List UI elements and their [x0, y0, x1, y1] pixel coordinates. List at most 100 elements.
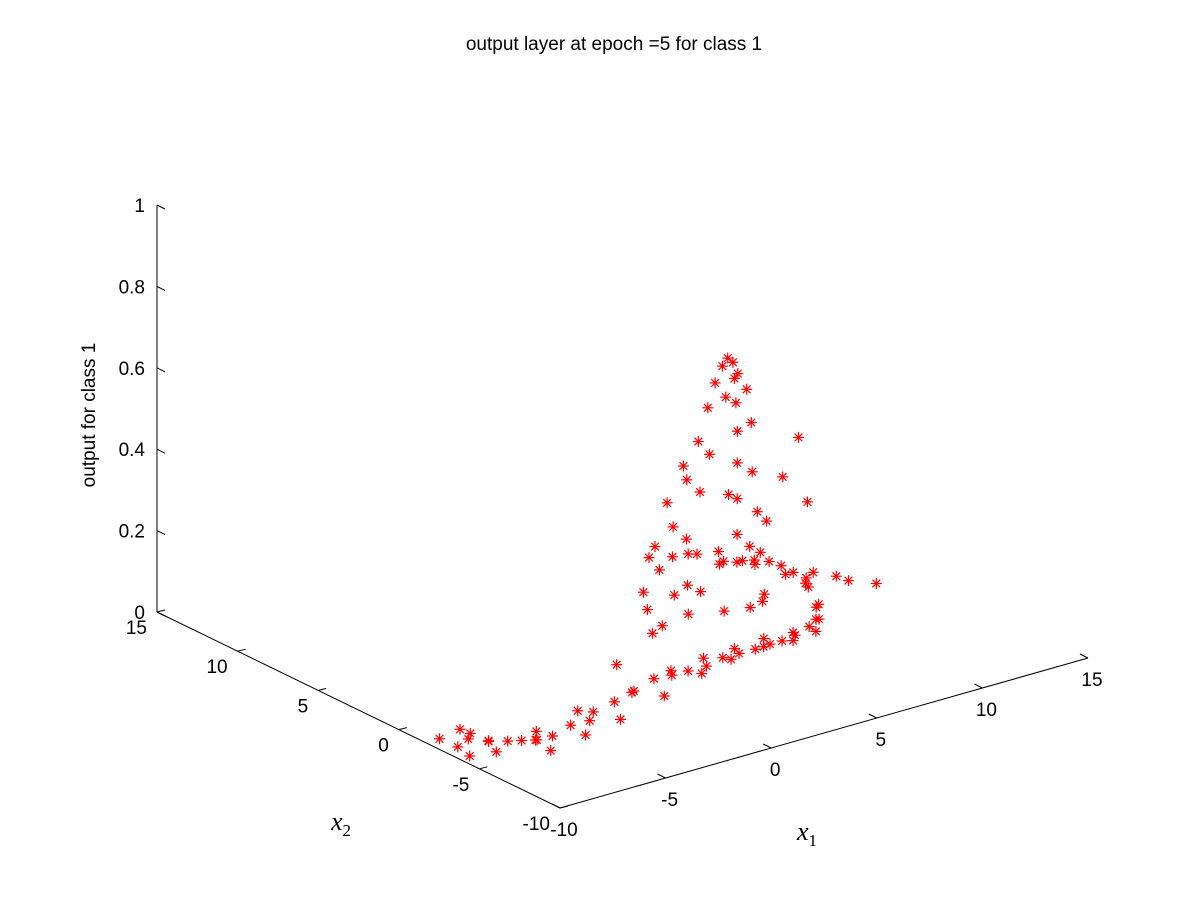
- scatter-point: [728, 373, 740, 384]
- y-axis-label-main: x: [330, 807, 343, 836]
- scatter-point: [695, 586, 707, 598]
- scatter-point: [731, 493, 743, 505]
- scatter-point: [810, 625, 822, 637]
- x-tick-mark: [1079, 653, 1089, 659]
- scatter-point: [434, 733, 445, 745]
- scatter-point: [641, 604, 653, 616]
- scatter-points: [434, 352, 882, 762]
- scatter-point: [681, 474, 693, 486]
- y-tick-mark: [479, 766, 488, 770]
- scatter-point: [653, 564, 665, 576]
- scatter-point: [464, 750, 476, 762]
- x-tick-label: -5: [661, 790, 678, 811]
- z-tick-mark: [156, 367, 166, 373]
- scatter-point: [704, 448, 715, 460]
- scatter-point: [454, 723, 466, 735]
- scatter-point: [732, 368, 744, 380]
- scatter-point: [572, 705, 584, 717]
- scatter-point: [643, 552, 655, 564]
- scatter-point: [677, 460, 689, 472]
- scatter-point: [661, 497, 673, 509]
- scatter-point: [775, 560, 787, 572]
- scatter-point: [754, 546, 766, 558]
- scatter-point: [709, 377, 721, 389]
- x-tick-label: 10: [976, 700, 997, 721]
- axis-tick-labels: 0 0.2 0.4 0.6 0.8 1 -10 -5 0 5 10 15 -10 -5 0 5 10 15: [119, 196, 1103, 841]
- y-tick-label: 5: [298, 696, 309, 717]
- x-axis-line: [559, 657, 1089, 809]
- scatter-point: [698, 652, 709, 664]
- scatter-point: [649, 541, 661, 553]
- scatter-point: [801, 496, 813, 508]
- scatter-point: [626, 686, 638, 698]
- scatter-point: [717, 652, 729, 664]
- scatter-point: [830, 570, 842, 582]
- scatter-point: [777, 471, 789, 483]
- scatter-point: [780, 568, 791, 580]
- scatter-point: [682, 608, 694, 620]
- scatter-point: [757, 595, 768, 607]
- scatter-point: [502, 735, 514, 747]
- scatter-point: [729, 643, 740, 655]
- scatter-point: [490, 746, 502, 758]
- scatter-point: [545, 745, 557, 757]
- scatter-point: [725, 653, 737, 665]
- scatter-point: [741, 383, 753, 395]
- scatter-point: [749, 643, 761, 655]
- scatter-point: [682, 548, 694, 560]
- y-tick-mark: [318, 687, 327, 691]
- z-tick-mark: [156, 611, 166, 617]
- scatter-point: [793, 431, 804, 443]
- scatter-point: [647, 627, 658, 639]
- scatter-point: [701, 660, 712, 672]
- scatter-point: [584, 715, 596, 727]
- x-tick-label: 15: [1081, 670, 1102, 691]
- scatter-point: [565, 719, 577, 731]
- scatter-point: [452, 741, 464, 753]
- scatter-point: [713, 546, 724, 557]
- z-axis-label: output for class 1: [79, 343, 100, 488]
- z-tick-label: 1: [134, 196, 145, 217]
- scatter-point: [744, 540, 756, 552]
- z-tick-label: 0: [134, 603, 145, 624]
- scatter-point: [718, 555, 729, 567]
- scatter-point: [462, 733, 474, 745]
- scatter-point: [665, 665, 677, 677]
- scatter-point: [731, 425, 743, 437]
- scatter-point: [748, 554, 760, 566]
- x-tick-mark: [551, 803, 561, 809]
- scatter-point: [691, 548, 703, 560]
- scatter-point: [720, 391, 732, 403]
- scatter-point: [761, 515, 772, 527]
- z-tick-mark: [156, 204, 166, 210]
- y-tick-label: 0: [378, 736, 389, 757]
- y-tick-mark: [156, 609, 166, 613]
- x-tick-mark: [762, 743, 772, 749]
- x-axis-label-main: x: [796, 817, 809, 846]
- x-tick-mark: [868, 713, 878, 719]
- scatter-point: [516, 735, 528, 746]
- scatter-point: [807, 566, 819, 578]
- scatter-point: [667, 521, 679, 533]
- scatter-point: [731, 528, 743, 540]
- y-tick-mark: [559, 805, 569, 809]
- scatter-point: [667, 551, 678, 563]
- z-tick-label: 0.8: [119, 277, 145, 298]
- scatter-point: [587, 706, 599, 718]
- scatter-point: [696, 668, 708, 679]
- scatter-point: [744, 602, 756, 614]
- x-tick-mark: [974, 683, 983, 689]
- scatter-point: [763, 556, 775, 567]
- z-tick-mark: [156, 530, 166, 536]
- scatter-point: [751, 506, 763, 518]
- scatter-point: [547, 730, 558, 742]
- y-tick-label: 15: [126, 618, 147, 639]
- z-tick-mark: [156, 448, 166, 454]
- scatter-point: [810, 601, 822, 613]
- scatter-point: [702, 402, 714, 414]
- scatter-point: [692, 436, 704, 447]
- scatter-point: [718, 605, 730, 617]
- scatter-point: [731, 556, 743, 568]
